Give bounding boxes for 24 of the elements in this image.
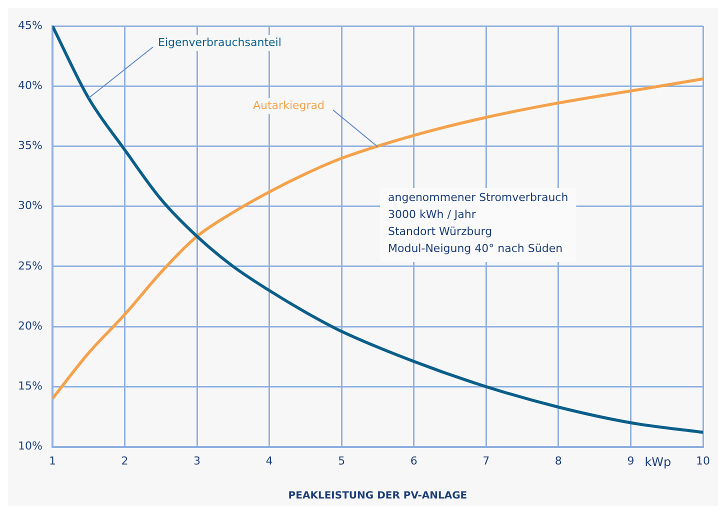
x-tick-label: 2 xyxy=(121,454,128,468)
y-tick-label: 35% xyxy=(18,139,42,152)
x-tick-label: 3 xyxy=(194,454,201,468)
y-tick-label: 10% xyxy=(18,440,42,453)
y-tick-label: 30% xyxy=(18,199,42,212)
text: Autarkiegrad xyxy=(253,98,324,112)
y-tick-label: 40% xyxy=(18,78,42,92)
y-tick-label: 20% xyxy=(18,319,42,332)
text: kWp xyxy=(644,454,672,469)
x-tick-label: 9 xyxy=(627,454,634,468)
x-tick-label: 1 xyxy=(48,454,56,468)
y-tick-label: 15% xyxy=(18,380,42,393)
line-series xyxy=(52,77,703,400)
x-tick-label: 6 xyxy=(410,454,418,468)
annotation: angenommener Stromverbrauch 3000 kWh / Jahr Standort Würzburg Modul-Neigung 40° nach Süden xyxy=(388,190,568,255)
x-axis-title: PEAKLEISTUNG DER PV-ANLAGE xyxy=(288,490,468,502)
y-tick-label: 25% xyxy=(18,259,42,272)
x-tick-label: 7 xyxy=(482,454,490,468)
x-tick-label: 5 xyxy=(338,454,346,468)
y-tick-label: 45% xyxy=(18,18,42,32)
text: Eigenverbrauchsanteil xyxy=(158,36,282,49)
x-tick-label: 10 xyxy=(696,454,710,468)
x-tick-label: 8 xyxy=(554,454,562,468)
x-tick-label: 4 xyxy=(266,454,273,468)
